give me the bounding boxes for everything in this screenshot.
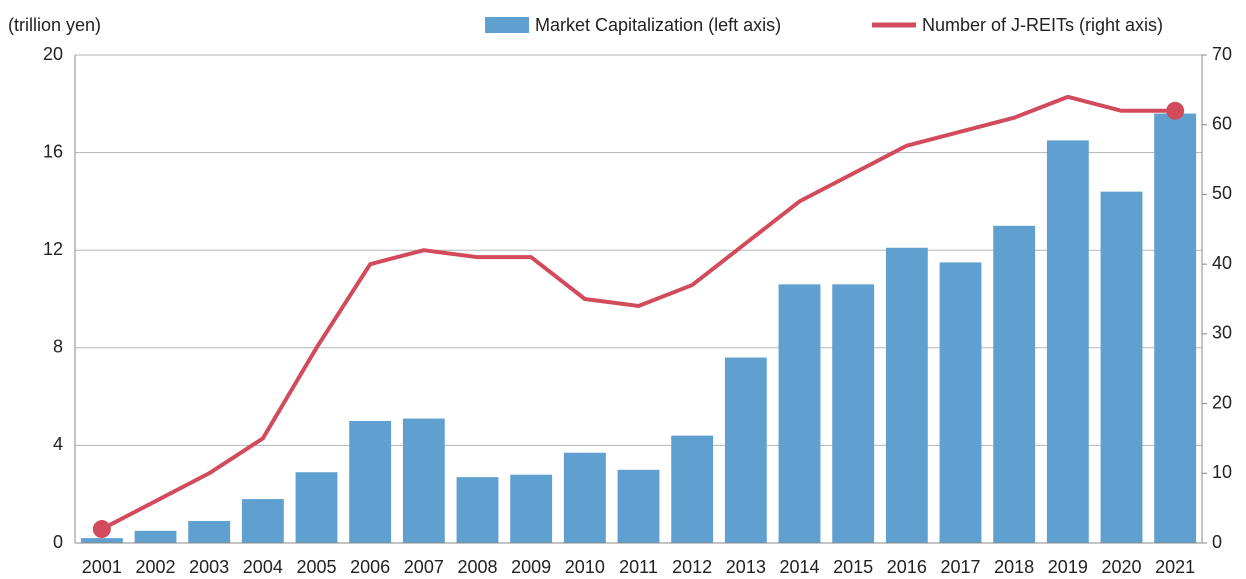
y2-tick-label: 70 [1212,44,1232,64]
x-tick-label: 2008 [457,557,497,577]
bar [1046,140,1089,543]
x-tick-label: 2020 [1101,557,1141,577]
y-tick-label: 12 [43,239,63,259]
x-tick-label: 2018 [994,557,1034,577]
x-tick-label: 2001 [82,557,122,577]
y-tick-label: 16 [43,141,63,161]
bar [617,469,660,543]
x-tick-label: 2009 [511,557,551,577]
bar [993,225,1036,544]
y2-tick-label: 0 [1212,532,1222,552]
y2-tick-label: 50 [1212,183,1232,203]
bar [832,284,875,543]
bar [456,477,499,543]
bar [241,499,284,543]
y-tick-label: 8 [53,337,63,357]
y2-tick-label: 60 [1212,113,1232,133]
x-tick-label: 2016 [887,557,927,577]
x-tick-label: 2004 [243,557,283,577]
bar [402,418,445,543]
x-tick-label: 2013 [726,557,766,577]
y2-tick-label: 20 [1212,392,1232,412]
x-tick-label: 2014 [779,557,819,577]
y-tick-label: 4 [53,434,63,454]
line-marker [1166,101,1185,120]
x-tick-label: 2005 [296,557,336,577]
x-tick-label: 2011 [619,557,658,577]
legend-label: Market Capitalization (left axis) [535,15,781,35]
y-axis-label: (trillion yen) [8,15,101,35]
x-tick-label: 2015 [833,557,873,577]
y2-tick-label: 30 [1212,323,1232,343]
legend-swatch [485,17,529,33]
bar [563,452,606,543]
line-marker [92,520,111,539]
y2-tick-label: 40 [1212,253,1232,273]
bar [724,357,767,543]
bar [188,521,231,543]
x-tick-label: 2002 [135,557,175,577]
legend-label: Number of J-REITs (right axis) [922,15,1163,35]
bar [349,421,392,543]
bar [1154,113,1197,543]
bar [885,247,928,543]
y-tick-label: 20 [43,44,63,64]
x-tick-label: 2017 [940,557,980,577]
x-tick-label: 2019 [1048,557,1088,577]
bar [939,262,982,543]
x-tick-label: 2007 [404,557,444,577]
x-tick-label: 2006 [350,557,390,577]
bar [510,474,553,543]
bar [134,530,177,543]
x-tick-label: 2003 [189,557,229,577]
bar [295,472,338,543]
x-tick-label: 2010 [565,557,605,577]
bar [671,435,714,543]
line [100,94,1176,531]
x-tick-label: 2012 [672,557,712,577]
x-tick-label: 2021 [1155,557,1195,577]
y2-tick-label: 10 [1212,462,1232,482]
bar [778,284,821,543]
bar [80,538,123,543]
bar [1100,191,1143,543]
y-tick-label: 0 [53,532,63,552]
